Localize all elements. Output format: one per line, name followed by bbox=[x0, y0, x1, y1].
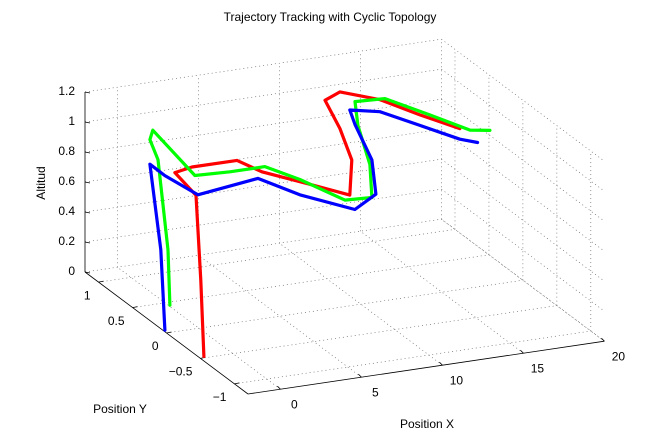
y-tick-label: 0.5 bbox=[108, 314, 125, 328]
x-tick-label: 20 bbox=[612, 349, 626, 363]
grid-line bbox=[84, 128, 442, 183]
y-tick-label: −1 bbox=[213, 390, 227, 404]
tick-mark bbox=[84, 91, 91, 94]
tick-mark bbox=[84, 151, 91, 154]
trajectory bbox=[173, 90, 462, 358]
tick-mark bbox=[358, 373, 362, 378]
tick-mark bbox=[84, 271, 91, 274]
grid-line bbox=[166, 279, 523, 334]
grid-line bbox=[84, 38, 442, 93]
y-axis-label: Position Y bbox=[93, 402, 147, 416]
grid-line bbox=[200, 305, 557, 359]
x-axis-label: Position X bbox=[400, 417, 454, 431]
grid-line bbox=[84, 68, 442, 123]
z-tick-label: 0.6 bbox=[58, 174, 75, 188]
tick-mark bbox=[166, 331, 172, 334]
tick-mark bbox=[98, 280, 104, 283]
x-tick-label: 15 bbox=[531, 361, 545, 375]
tick-mark bbox=[234, 382, 240, 385]
grid-line bbox=[84, 188, 442, 243]
grid-line bbox=[84, 158, 442, 213]
z-tick-label: 0.8 bbox=[58, 144, 75, 158]
trajectory bbox=[148, 97, 492, 307]
tick-mark bbox=[84, 241, 91, 244]
z-tick-label: 1.2 bbox=[58, 84, 75, 98]
z-tick-label: 0 bbox=[68, 264, 75, 278]
tick-mark bbox=[277, 385, 281, 390]
z-axis-label: Altitud bbox=[34, 166, 48, 199]
x-tick-label: 5 bbox=[372, 385, 379, 399]
grid-line bbox=[98, 229, 456, 283]
y-tick-label: 0 bbox=[152, 339, 159, 353]
tick-mark bbox=[132, 306, 138, 308]
tick-mark bbox=[520, 349, 524, 354]
z-tick-label: 1 bbox=[68, 114, 75, 128]
trajectory bbox=[148, 108, 480, 332]
grid-line bbox=[84, 98, 442, 153]
y-tick-label: 1 bbox=[84, 288, 91, 302]
z-tick-label: 0.4 bbox=[58, 204, 75, 218]
tick-mark bbox=[84, 121, 91, 124]
x-tick-label: 10 bbox=[450, 373, 464, 387]
y-tick-label: −0.5 bbox=[169, 365, 193, 379]
z-tick-label: 0.2 bbox=[58, 234, 75, 248]
x-tick-label: 0 bbox=[291, 397, 298, 411]
tick-mark bbox=[439, 361, 443, 366]
grid-line bbox=[84, 218, 442, 273]
axis-line bbox=[247, 340, 605, 395]
chart-title: Trajectory Tracking with Cyclic Topology bbox=[224, 10, 437, 24]
tick-mark bbox=[601, 337, 605, 342]
tick-mark bbox=[84, 181, 91, 184]
grid-line bbox=[132, 254, 489, 308]
tick-mark bbox=[84, 211, 91, 214]
grid-line bbox=[234, 330, 591, 385]
